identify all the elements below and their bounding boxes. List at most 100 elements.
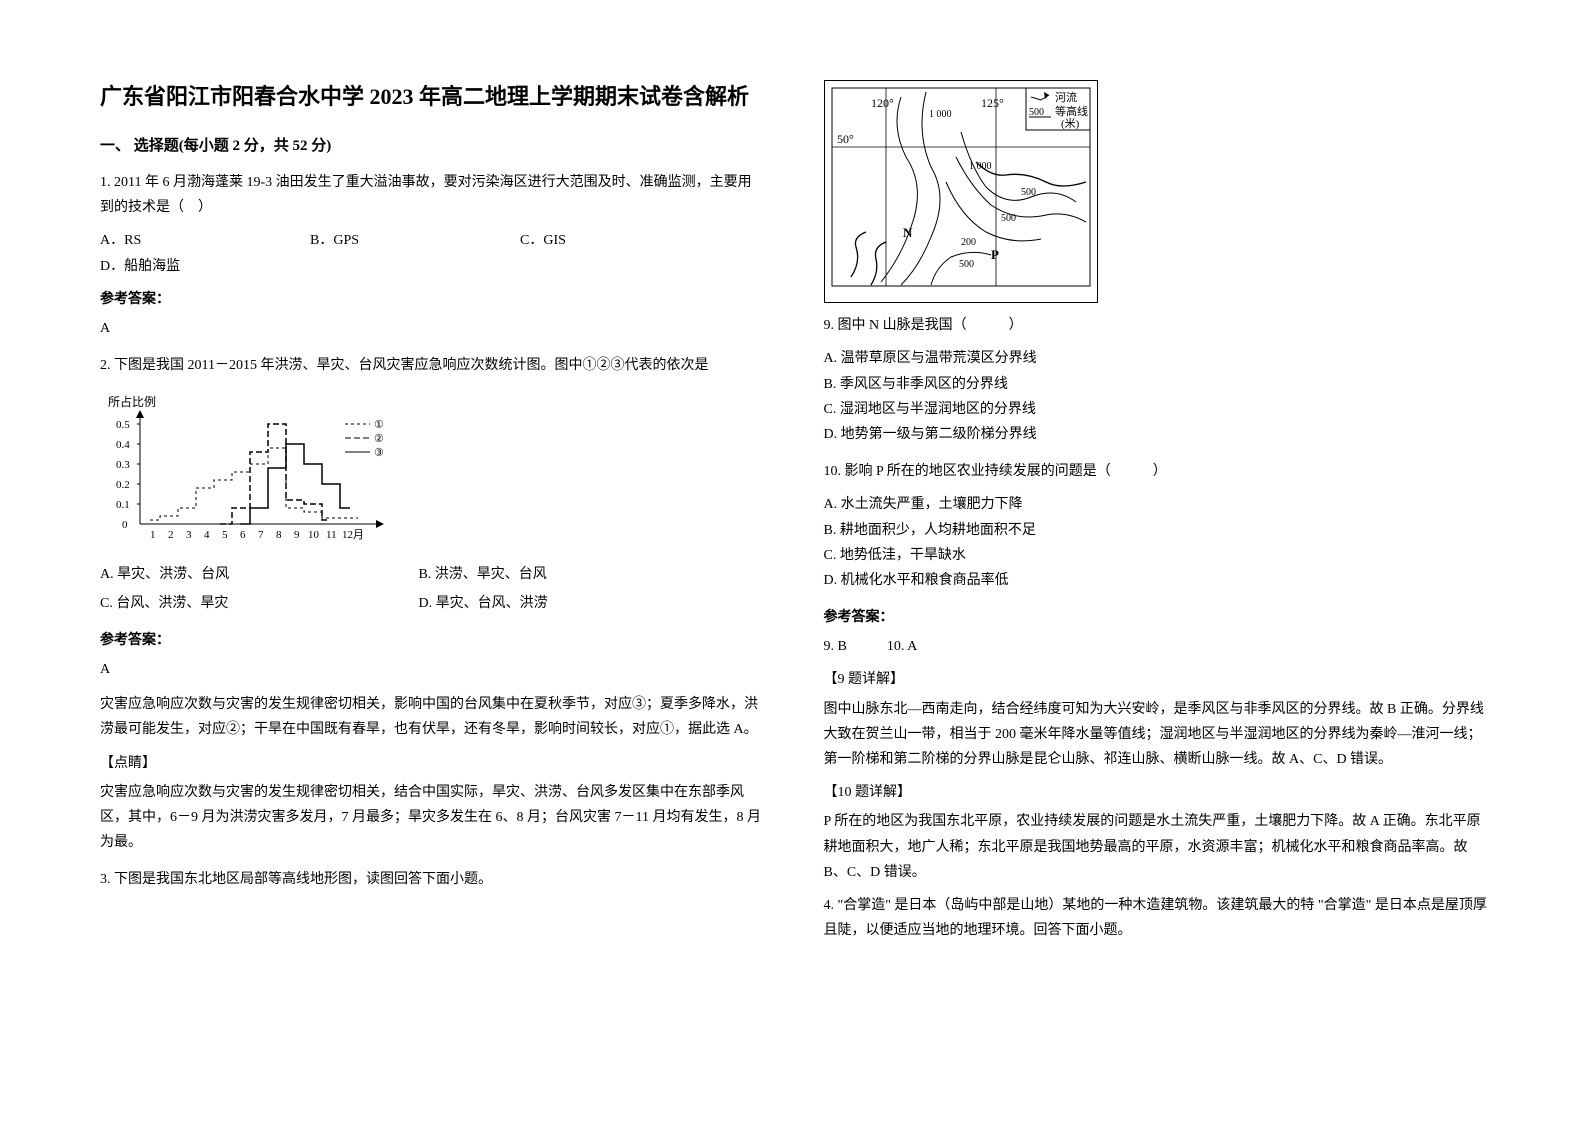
legend-contour-2: (米) [1061, 117, 1080, 130]
q9-opt-b: B. 季风区与非季风区的分界线 [824, 372, 1488, 397]
x-arrow-icon [376, 520, 384, 528]
q2-text: 2. 下图是我国 2011－2015 年洪涝、旱灾、台风灾害应急响应次数统计图。… [100, 353, 764, 378]
question-2: 2. 下图是我国 2011－2015 年洪涝、旱灾、台风灾害应急响应次数统计图。… [100, 353, 764, 855]
contour-2 [901, 92, 940, 285]
svg-text:②: ② [374, 433, 384, 445]
q10-opt-a: A. 水土流失严重，土壤肥力下降 [824, 492, 1488, 517]
svg-text:0: 0 [122, 519, 128, 531]
q2-opt-b: B. 洪涝、旱灾、台风 [418, 562, 736, 587]
chart-ylabel: 所占比例 [108, 394, 156, 409]
left-column: 广东省阳江市阳春合水中学 2023 年高二地理上学期期末试卷含解析 一、 选择题… [100, 80, 764, 951]
svg-text:4: 4 [204, 529, 210, 541]
q10-opt-b: B. 耕地面积少，人均耕地面积不足 [824, 518, 1488, 543]
svg-text:8: 8 [276, 529, 282, 541]
q2-opt-c: C. 台风、洪涝、旱灾 [100, 591, 418, 616]
exp10-label: 【10 题详解】 [824, 780, 1488, 805]
q1-answer: A [100, 316, 764, 341]
svg-text:1: 1 [150, 529, 156, 541]
q1-text: 1. 2011 年 6 月渤海蓬莱 19-3 油田发生了重大溢油事故，要对污染海… [100, 170, 764, 220]
q2-answer-label: 参考答案： [100, 628, 764, 653]
q10-opt-c: C. 地势低洼，干旱缺水 [824, 543, 1488, 568]
q1-opt-c: C．GIS [520, 228, 680, 253]
legend-river: 河流 [1055, 90, 1077, 104]
q2-chart-svg: 所占比例 0 0.1 0.2 0.3 0.4 0.5 [100, 394, 400, 544]
map-label-n: N [903, 225, 913, 240]
svg-text:10: 10 [308, 529, 320, 541]
svg-text:0.4: 0.4 [116, 439, 130, 451]
svg-text:12月: 12月 [342, 529, 364, 541]
legend-contour-1: 等高线 [1055, 104, 1088, 118]
q9-opt-c: C. 湿润地区与半湿润地区的分界线 [824, 397, 1488, 422]
q2-explanation: 灾害应急响应次数与灾害的发生规律密切相关，影响中国的台风集中在夏秋季节，对应③；… [100, 692, 764, 742]
lon-label-120: 120° [871, 96, 894, 110]
contour-1 [881, 97, 917, 282]
q1-answer-label: 参考答案： [100, 287, 764, 312]
map-frame [832, 88, 1090, 286]
q1-opt-b: B．GPS [310, 228, 470, 253]
svg-text:0.5: 0.5 [116, 419, 130, 431]
q2-opt-a: A. 旱灾、洪涝、台风 [100, 562, 418, 587]
q1-opt-a: A．RS [100, 228, 260, 253]
q3-answer-label: 参考答案： [824, 605, 1488, 630]
question-9: 9. 图中 N 山脉是我国（ ） A. 温带草原区与温带荒漠区分界线 B. 季风… [824, 313, 1488, 447]
q3-map: 河流 500 等高线 (米) 120° 125° 50° [824, 80, 1098, 303]
q2-tip: 灾害应急响应次数与灾害的发生规律密切相关，结合中国实际，旱灾、洪涝、台风多发区集… [100, 780, 764, 856]
contour-label-1000b: 1 000 [969, 161, 992, 172]
q2-answer: A [100, 657, 764, 682]
y-arrow-icon [136, 410, 144, 418]
exp10: P 所在的地区为我国东北平原，农业持续发展的问题是水土流失严重，土壤肥力下降。故… [824, 809, 1488, 885]
svg-text:9: 9 [294, 529, 300, 541]
river-1 [851, 232, 866, 277]
exp9: 图中山脉东北—西南走向，结合经纬度可知为大兴安岭，是季风区与非季风区的分界线。故… [824, 697, 1488, 773]
exp9-label: 【9 题详解】 [824, 667, 1488, 692]
q10-text: 10. 影响 P 所在的地区农业持续发展的问题是（ ） [824, 459, 1488, 484]
svg-text:0.2: 0.2 [116, 479, 130, 491]
contour-label-500b: 500 [1001, 213, 1016, 224]
question-10: 10. 影响 P 所在的地区农业持续发展的问题是（ ） A. 水土流失严重，土壤… [824, 459, 1488, 593]
q1-options: A．RS B．GPS C．GIS D．船舶海监 [100, 228, 764, 278]
svg-text:2: 2 [168, 529, 174, 541]
series-2-line [220, 424, 330, 524]
x-ticks: 1 2 3 4 5 6 7 8 9 10 11 12月 [150, 529, 364, 541]
q2-options: A. 旱灾、洪涝、台风 B. 洪涝、旱灾、台风 C. 台风、洪涝、旱灾 D. 旱… [100, 562, 764, 620]
section-1-header: 一、 选择题(每小题 2 分，共 52 分) [100, 133, 764, 160]
q2-tip-label: 【点睛】 [100, 751, 764, 776]
question-1: 1. 2011 年 6 月渤海蓬莱 19-3 油田发生了重大溢油事故，要对污染海… [100, 170, 764, 341]
svg-text:6: 6 [240, 529, 246, 541]
svg-text:①: ① [374, 419, 384, 431]
map-svg: 河流 500 等高线 (米) 120° 125° 50° [831, 87, 1091, 287]
q9-opt-a: A. 温带草原区与温带荒漠区分界线 [824, 346, 1488, 371]
ans-10: 10. A [887, 634, 917, 659]
contour-label-500a: 500 [1021, 187, 1036, 198]
lat-label-50: 50° [837, 132, 854, 146]
q3-intro: 3. 下图是我国东北地区局部等高线地形图，读图回答下面小题。 [100, 867, 764, 892]
map-label-p: P [991, 247, 999, 262]
chart-legend: ① ② ③ [345, 419, 384, 459]
svg-text:③: ③ [374, 447, 384, 459]
river-3 [976, 162, 1086, 186]
legend-contour-val: 500 [1029, 107, 1044, 118]
q9-text: 9. 图中 N 山脉是我国（ ） [824, 313, 1488, 338]
contour-label-500c: 500 [959, 259, 974, 270]
svg-text:11: 11 [326, 529, 337, 541]
svg-text:3: 3 [186, 529, 192, 541]
exam-title: 广东省阳江市阳春合水中学 2023 年高二地理上学期期末试卷含解析 [100, 80, 764, 113]
svg-text:7: 7 [258, 529, 264, 541]
q2-opt-d: D. 旱灾、台风、洪涝 [418, 591, 736, 616]
q10-opt-d: D. 机械化水平和粮食商品率低 [824, 568, 1488, 593]
svg-text:0.3: 0.3 [116, 459, 130, 471]
svg-text:0.1: 0.1 [116, 499, 130, 511]
series-3-line [240, 444, 350, 524]
right-column: 河流 500 等高线 (米) 120° 125° 50° [824, 80, 1488, 951]
q4-text: 4. "合掌造" 是日本（岛屿中部是山地）某地的一种木造建筑物。该建筑最大的特 … [824, 893, 1488, 943]
contour-label-200: 200 [961, 237, 976, 248]
q2-chart: 所占比例 0 0.1 0.2 0.3 0.4 0.5 [100, 394, 400, 544]
ans-9: 9. B [824, 634, 847, 659]
q9-opt-d: D. 地势第一级与第二级阶梯分界线 [824, 422, 1488, 447]
y-ticks: 0 0.1 0.2 0.3 0.4 0.5 [116, 419, 140, 531]
q3-answers: 9. B 10. A [824, 634, 1488, 659]
q1-opt-d: D．船舶海监 [100, 254, 180, 279]
contour-label-1000a: 1 000 [929, 109, 952, 120]
svg-text:5: 5 [222, 529, 228, 541]
lon-label-125: 125° [981, 96, 1004, 110]
